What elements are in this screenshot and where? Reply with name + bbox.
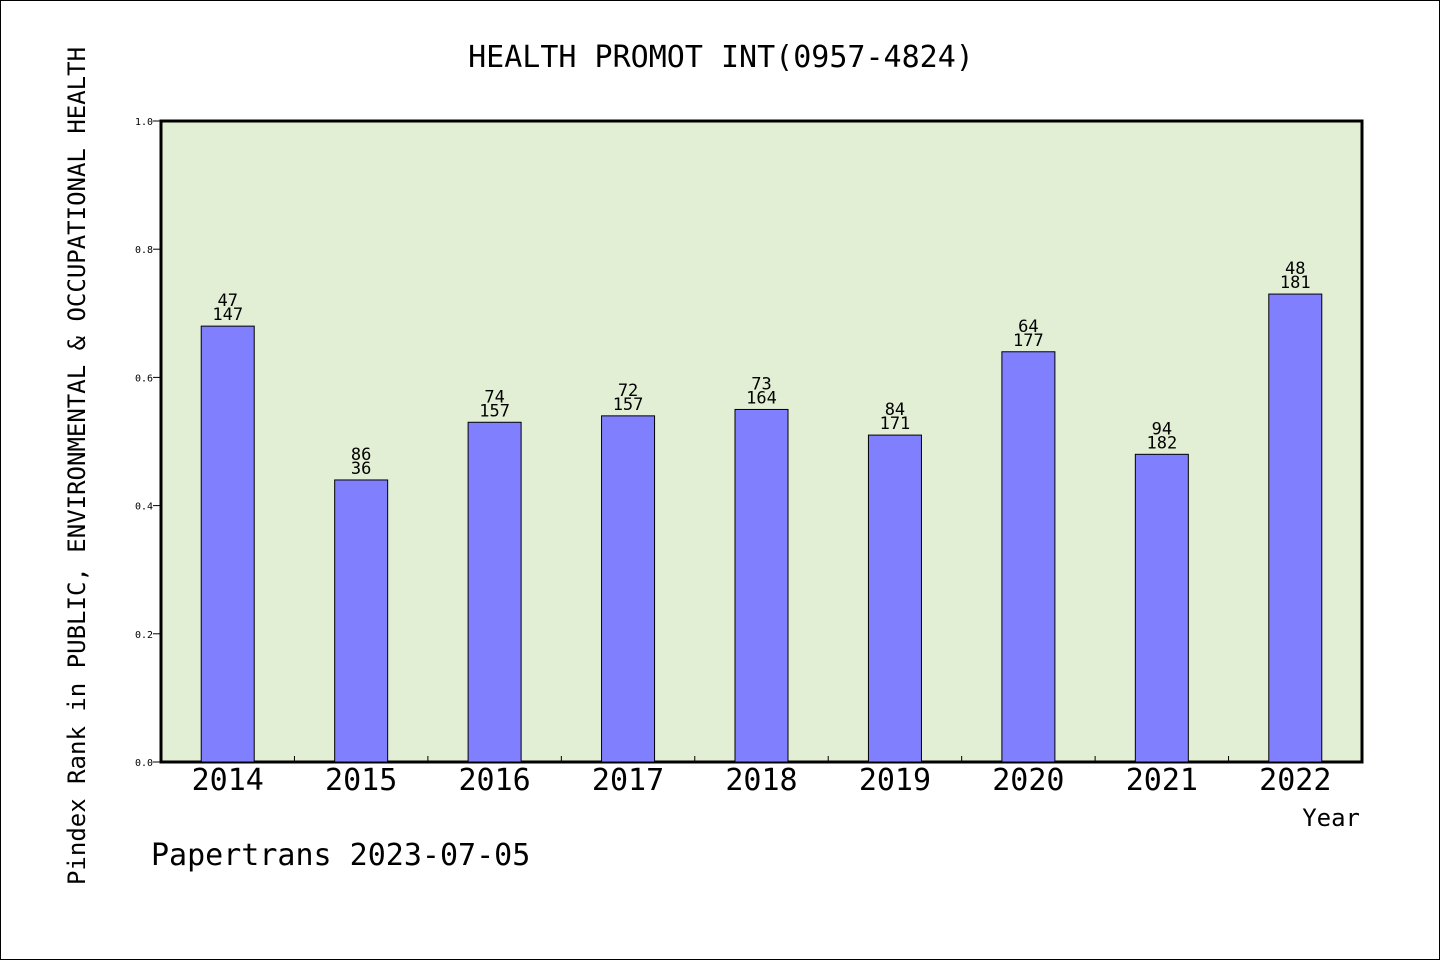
x-tick-label: 2022	[1259, 763, 1331, 798]
y-tick-label: 0.4	[135, 502, 153, 513]
x-tick-label: 2018	[725, 763, 797, 798]
bar	[1268, 293, 1323, 763]
y-tick-label: 0.2	[135, 630, 153, 641]
footer-credit: Papertrans 2023-07-05	[151, 838, 530, 873]
bar-total-label: 157	[479, 401, 510, 421]
x-tick-label: 2016	[458, 763, 530, 798]
bar	[200, 325, 255, 763]
bar	[867, 434, 922, 763]
bar	[601, 415, 656, 763]
bar-rank-label: 47	[217, 291, 237, 311]
x-tick-label: 2021	[1126, 763, 1198, 798]
x-tick-label: 2014	[192, 763, 264, 798]
chart-title: HEALTH PROMOT INT(0957-4824)	[468, 40, 974, 75]
bar-rank-label: 94	[1152, 419, 1172, 439]
x-axis-label: Year	[1302, 804, 1360, 832]
bar-total-label: 157	[613, 395, 644, 415]
bar-rank-label: 48	[1285, 259, 1305, 279]
bar-total-label: 147	[212, 305, 243, 325]
bar-rank-label: 72	[618, 381, 638, 401]
bar-total-label: 181	[1280, 273, 1311, 293]
y-axis-label: Pindex Rank in PUBLIC, ENVIRONMENTAL & O…	[63, 47, 91, 885]
x-tick-label: 2019	[859, 763, 931, 798]
x-axis-ticks: 2014 2015 2016 2017 2018 2019 2020 2021 2022	[192, 756, 1331, 798]
bar-rank-label: 84	[885, 400, 905, 420]
bar-total-label: 36	[351, 459, 371, 479]
bar-total-label: 182	[1146, 433, 1177, 453]
y-axis-ticks: 0.0 0.2 0.4 0.6 0.8 1.0	[135, 117, 161, 769]
bar	[1001, 351, 1056, 763]
bar	[467, 421, 522, 763]
bar	[734, 408, 789, 763]
bar-total-label: 164	[746, 388, 777, 408]
bar-rank-label: 73	[751, 374, 771, 394]
bar-rank-label: 74	[484, 387, 504, 407]
y-tick-label: 0.8	[135, 245, 153, 256]
y-tick-label: 1.0	[135, 117, 153, 128]
bar-rank-label: 86	[351, 445, 371, 465]
bar-total-label: 177	[1013, 331, 1044, 351]
x-tick-label: 2020	[992, 763, 1064, 798]
bar	[1134, 453, 1189, 763]
x-tick-label: 2015	[325, 763, 397, 798]
y-tick-label: 0.0	[135, 758, 153, 769]
x-tick-label: 2017	[592, 763, 664, 798]
bar-total-label: 171	[880, 414, 911, 434]
y-tick-label: 0.6	[135, 373, 153, 384]
bar	[334, 479, 389, 763]
bar-rank-label: 64	[1018, 317, 1038, 337]
